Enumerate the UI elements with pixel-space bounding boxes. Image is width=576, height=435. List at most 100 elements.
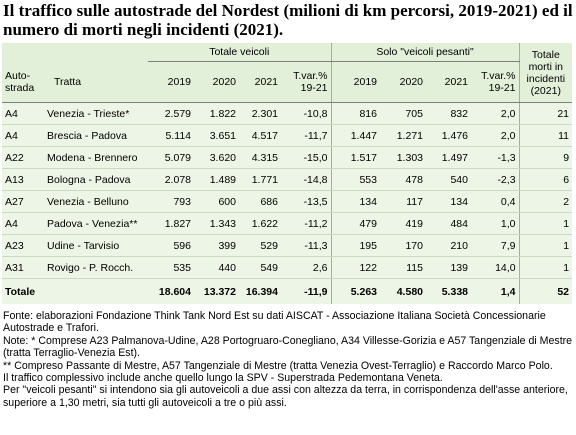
- cell: 2: [518, 190, 573, 213]
- cell: 4.517: [239, 124, 281, 147]
- total-cell: 18.604: [148, 278, 194, 304]
- cell: 4.315: [239, 146, 281, 169]
- cell: 1,0: [471, 212, 520, 235]
- note: Per "veicoli pesanti" si intendono sia g…: [3, 384, 568, 409]
- cell: 600: [194, 190, 239, 213]
- header-text: 2021: [444, 76, 468, 88]
- cell: 2.078: [148, 168, 194, 191]
- cell: 1.343: [194, 212, 239, 235]
- cell: 478: [380, 168, 426, 191]
- cell: 139: [426, 256, 471, 279]
- data-row: A4 Brescia - Padova 5.114 3.651 4.517 -11,7 1.…: [2, 124, 573, 147]
- cell: 134: [330, 190, 380, 213]
- cell: A22: [2, 146, 44, 169]
- total-cell: 4.580: [380, 278, 426, 304]
- cell: 2,0: [471, 124, 520, 147]
- cell: -2,3: [471, 168, 520, 191]
- data-row: A22 Modena - Brennero 5.079 3.620 4.315 -15,0…: [2, 146, 573, 169]
- cell: 14,0: [471, 256, 520, 279]
- header-text: T.var.%: [481, 70, 516, 82]
- cell: -13,5: [281, 190, 331, 213]
- header-text: 19-21: [300, 82, 328, 94]
- cell: -11,3: [281, 234, 331, 257]
- header-text: strada: [5, 81, 35, 94]
- cell: 1.827: [148, 212, 194, 235]
- cell: 2.301: [239, 102, 281, 125]
- cell: 3.620: [194, 146, 239, 169]
- data-row: A31 Rovigo - P. Rocch. 535 440 549 2,6 122 115 1…: [2, 256, 573, 279]
- cell: 1.497: [426, 146, 471, 169]
- cell: 399: [194, 234, 239, 257]
- total-cell: -11,9: [281, 278, 331, 304]
- cell: 210: [426, 234, 471, 257]
- cell: 1.622: [239, 212, 281, 235]
- cell: 1.303: [380, 146, 426, 169]
- cell: 2,6: [281, 256, 331, 279]
- column-header: 2021: [239, 61, 281, 103]
- header-row: Auto-strada Tratta 2019 2020 2021 T.var.% 19-2…: [2, 61, 572, 103]
- cell: 535: [148, 256, 194, 279]
- data-row: A27 Venezia - Belluno 793 600 686 -13,5 134 117…: [2, 190, 573, 213]
- cell: Brescia - Padova: [44, 124, 148, 147]
- cell: 195: [330, 234, 380, 257]
- cell: 5.079: [148, 146, 194, 169]
- total-cell: 5.338: [426, 278, 471, 304]
- data-row: A23 Udine - Tarvisio 596 399 529 -11,3 195 170 2…: [2, 234, 573, 257]
- cell: 11: [518, 124, 573, 147]
- header-text: Totale: [531, 48, 560, 61]
- cell: -15,0: [281, 146, 331, 169]
- data-row: A4 Padova - Venezia** 1.827 1.343 1.622 -11,2…: [2, 212, 573, 235]
- cell: 529: [239, 234, 281, 257]
- column-header: 2020: [380, 61, 426, 103]
- total-row: Totale 18.604 13.372 16.394 -11,9 5.263 4.580 5…: [2, 278, 573, 304]
- cell: A23: [2, 234, 44, 257]
- cell: 686: [239, 190, 281, 213]
- cell: 1.517: [330, 146, 380, 169]
- total-cell: Totale: [2, 278, 148, 304]
- cell: 122: [330, 256, 380, 279]
- cell: 134: [426, 190, 471, 213]
- title: Il traffico sulle autostrade del Nordest…: [3, 1, 573, 39]
- cell: 1.822: [194, 102, 239, 125]
- column-header: 2020: [194, 61, 239, 103]
- cell: Bologna - Padova: [44, 168, 148, 191]
- header-text: 19-21: [488, 82, 516, 94]
- cell: A4: [2, 212, 44, 235]
- header-row: Totale veicoli Solo "veicoli pesanti" Tota…: [2, 43, 573, 103]
- cell: A4: [2, 124, 44, 147]
- cell: 2,0: [471, 102, 520, 125]
- cell: A31: [2, 256, 44, 279]
- header-text: 2020: [399, 76, 423, 88]
- group-header: Solo "veicoli pesanti": [330, 43, 520, 62]
- header-text: (2021): [530, 84, 561, 97]
- total-cell: 5.263: [330, 278, 380, 304]
- column-header: 2019: [330, 61, 380, 103]
- header-cell: [2, 43, 148, 62]
- cell: -10,8: [281, 102, 331, 125]
- cell: 6: [518, 168, 573, 191]
- cell: 1.271: [380, 124, 426, 147]
- total-cell: 52: [518, 278, 573, 304]
- column-header: T.var.% 19-21: [471, 61, 520, 103]
- cell: 1.476: [426, 124, 471, 147]
- cell: 484: [426, 212, 471, 235]
- cell: 1.771: [239, 168, 281, 191]
- cell: 479: [330, 212, 380, 235]
- data-table: Totale veicoli Solo "veicoli pesanti" Tota…: [2, 43, 573, 304]
- cell: 7,9: [471, 234, 520, 257]
- header-cell: Totale morti in incidenti (2021): [518, 43, 573, 103]
- total-cell: 1,4: [471, 278, 520, 304]
- cell: 419: [380, 212, 426, 235]
- cell: 2.579: [148, 102, 194, 125]
- cell: 816: [330, 102, 380, 125]
- total-cell: 16.394: [239, 278, 281, 304]
- header-text: Auto-: [5, 69, 31, 82]
- cell: A27: [2, 190, 44, 213]
- cell: 117: [380, 190, 426, 213]
- cell: 3.651: [194, 124, 239, 147]
- cell: A4: [2, 102, 44, 125]
- group-header: Totale veicoli: [148, 43, 331, 62]
- header-text: morti in: [528, 60, 563, 73]
- note: Il traffico complessivo include anche qu…: [3, 372, 443, 385]
